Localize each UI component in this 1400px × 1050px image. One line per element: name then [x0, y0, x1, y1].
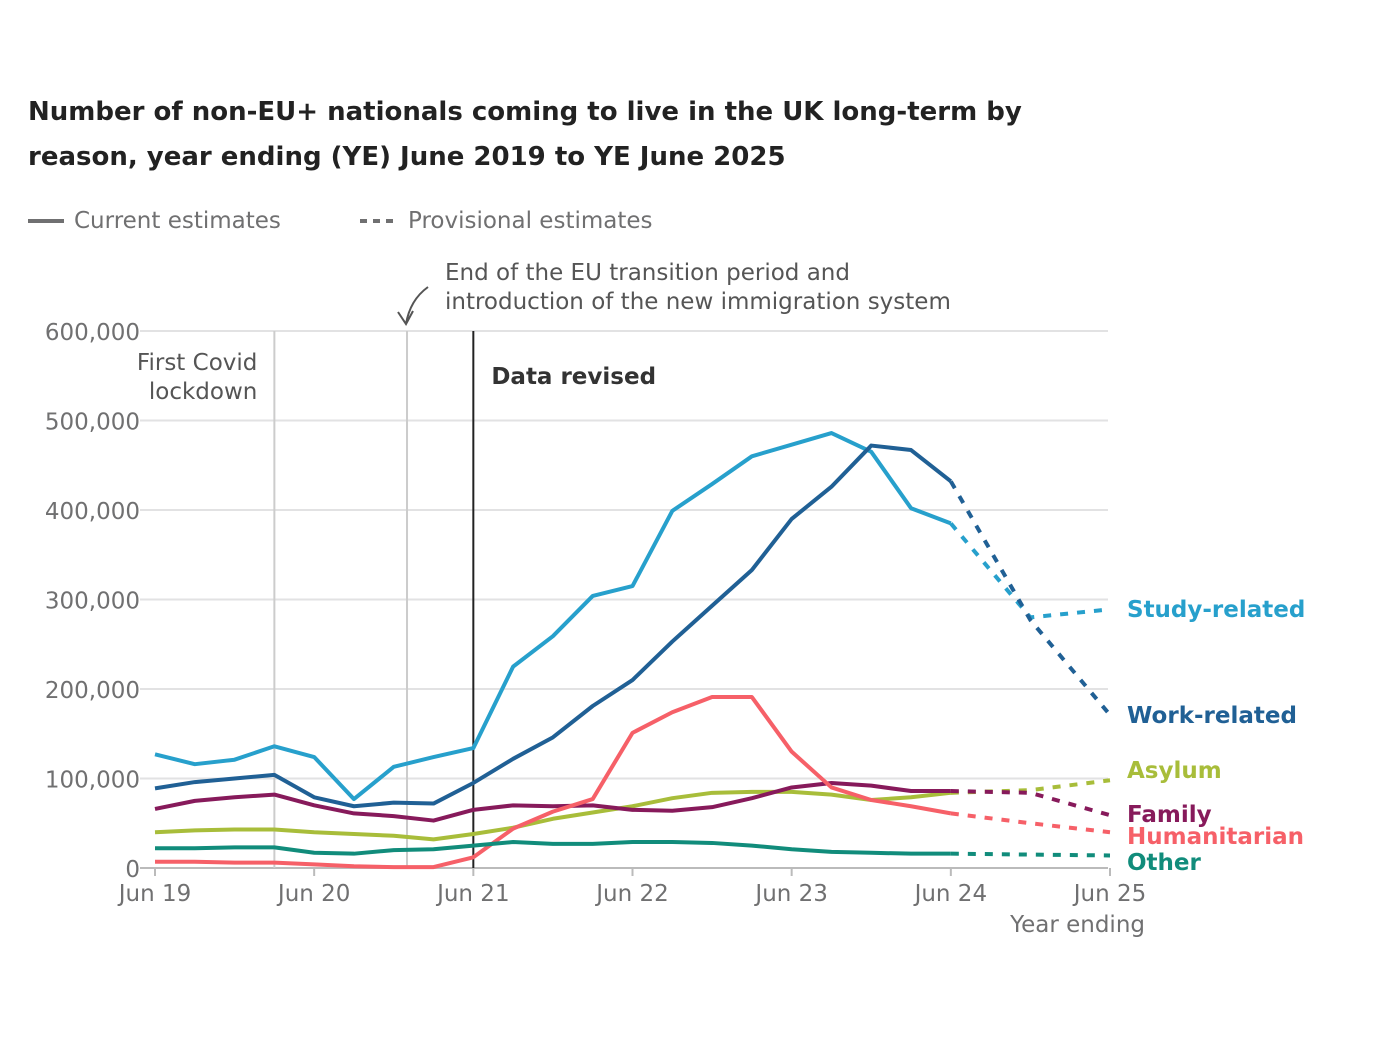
series-provisional-line-study-related [949, 522, 1111, 620]
series-provisional-line-humanitarian [950, 811, 1111, 835]
y-tick-label: 300,000 [45, 589, 140, 615]
y-tick-label: 200,000 [45, 678, 140, 704]
x-tick-label: Jun 20 [276, 881, 351, 907]
data-revised-annotation: Data revised [491, 364, 656, 390]
series-line-study-related [154, 431, 952, 802]
series-provisional-line-work-related [949, 480, 1112, 717]
eu-transition-annotation: introduction of the new immigration syst… [445, 289, 951, 315]
series-label-asylum: Asylum [1127, 758, 1222, 784]
covid-lockdown-annotation: First Covid [137, 350, 257, 376]
series-line-other [155, 840, 951, 856]
dotted-line-swatch-icon [360, 219, 398, 223]
y-tick-label: 400,000 [45, 499, 140, 525]
legend-current-label: Current estimates [74, 208, 281, 234]
covid-lockdown-annotation: lockdown [149, 379, 258, 405]
y-tick-label: 600,000 [45, 320, 140, 346]
series-line-family [154, 780, 951, 823]
y-tick-label: 500,000 [45, 410, 140, 436]
x-tick-label: Jun 19 [117, 881, 192, 907]
series-label-other: Other [1127, 850, 1202, 876]
series-line-humanitarian [155, 695, 952, 870]
series-line-work-related [154, 443, 953, 809]
annotation-arrow-icon [397, 286, 429, 326]
chart-title: Number of non-EU+ nationals coming to li… [28, 97, 1022, 172]
x-axis-label: Year ending [1009, 912, 1145, 938]
series-provisional-line-family [950, 789, 1111, 818]
x-tick-label: Jun 22 [594, 881, 669, 907]
legend-provisional-label: Provisional estimates [408, 208, 653, 234]
series-label-humanitarian: Humanitarian [1127, 824, 1304, 850]
eu-transition-annotation: End of the EU transition period and [445, 260, 850, 286]
x-tick-label: Jun 24 [913, 881, 988, 907]
y-tick-label: 0 [125, 857, 140, 883]
solid-line-swatch-icon [28, 219, 64, 223]
series-label-work-related: Work-related [1127, 703, 1297, 729]
y-tick-label: 100,000 [45, 768, 140, 794]
legend-current: Current estimates [28, 208, 281, 234]
legend-provisional: Provisional estimates [360, 208, 653, 234]
x-tick-label: Jun 23 [753, 881, 828, 907]
x-tick-label: Jun 21 [435, 881, 510, 907]
series-line-asylum [154, 789, 952, 842]
x-tick-label: Jun 25 [1072, 881, 1147, 907]
series-label-study-related: Study-related [1127, 597, 1305, 623]
series-label-family: Family [1127, 802, 1212, 828]
series-provisional-line-other [950, 851, 1111, 858]
